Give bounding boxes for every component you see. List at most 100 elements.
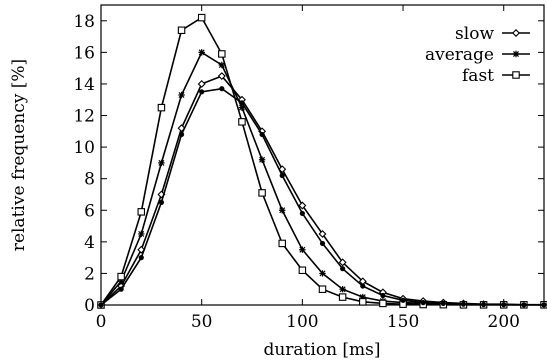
square-marker xyxy=(157,103,166,112)
dot-marker xyxy=(340,266,346,272)
square-marker xyxy=(218,50,226,58)
star-stroke xyxy=(319,270,326,277)
star-marker xyxy=(198,49,205,56)
dot-marker xyxy=(178,131,185,138)
dot-marker xyxy=(501,302,507,308)
dot-marker xyxy=(98,302,104,308)
y-tick-label: 0 xyxy=(84,296,95,316)
y-axis-label: relative frequency [%] xyxy=(9,59,29,251)
dot-marker xyxy=(541,302,547,308)
dot-marker xyxy=(239,100,245,106)
x-tick-label: 0 xyxy=(96,312,107,332)
dot-marker xyxy=(400,297,406,303)
square-marker xyxy=(379,299,387,308)
star-marker xyxy=(178,91,185,99)
star-stroke xyxy=(279,207,286,214)
dot-marker xyxy=(521,302,527,308)
star-stroke xyxy=(198,49,205,56)
series-line xyxy=(100,51,544,306)
star-stroke xyxy=(258,156,266,163)
square-marker xyxy=(318,285,327,293)
star-marker xyxy=(158,159,165,167)
star-marker xyxy=(138,230,145,238)
series-unnamed xyxy=(98,86,547,308)
star-stroke xyxy=(117,278,125,285)
dot-marker xyxy=(259,131,265,138)
star-marker xyxy=(299,246,306,253)
dot-marker xyxy=(380,292,386,299)
dot-marker xyxy=(158,199,165,205)
square-marker xyxy=(512,71,520,79)
dot-marker xyxy=(480,301,487,308)
dot-marker xyxy=(360,283,366,289)
legend-label: average xyxy=(425,45,494,65)
diamond-marker xyxy=(512,29,520,37)
y-tick-label: 10 xyxy=(73,138,95,158)
star-marker xyxy=(339,286,346,293)
x-tick-label: 200 xyxy=(488,312,520,332)
y-tick-label: 8 xyxy=(84,170,95,190)
square-marker xyxy=(278,239,286,248)
y-tick-label: 16 xyxy=(73,43,95,63)
star-stroke xyxy=(178,91,185,99)
dot-marker xyxy=(138,255,144,261)
dot-marker xyxy=(460,301,467,307)
square-marker xyxy=(298,266,307,275)
star-stroke xyxy=(238,104,246,111)
diamond-marker xyxy=(298,201,307,210)
star-marker xyxy=(359,293,366,301)
dot-marker xyxy=(219,86,225,92)
dot-marker xyxy=(440,300,446,307)
star-marker xyxy=(279,207,286,214)
x-tick-label: 50 xyxy=(191,312,213,332)
square-marker xyxy=(338,293,347,301)
diamond-marker xyxy=(338,258,347,267)
legend-label: slow xyxy=(455,24,494,44)
star-stroke xyxy=(299,246,306,253)
square-marker xyxy=(137,208,146,216)
x-axis-label: duration [ms] xyxy=(263,340,380,360)
star-marker xyxy=(512,50,520,58)
star-marker xyxy=(258,156,266,163)
star-stroke xyxy=(158,159,165,167)
y-tick-label: 18 xyxy=(73,12,95,32)
y-tick-label: 2 xyxy=(84,264,95,284)
series-average xyxy=(97,49,547,309)
legend-label: fast xyxy=(462,66,494,86)
y-tick-label: 14 xyxy=(73,75,95,95)
square-marker xyxy=(359,298,367,306)
plot-frame xyxy=(100,4,545,306)
dot-marker xyxy=(279,172,285,179)
square-marker xyxy=(258,189,266,197)
star-stroke xyxy=(218,61,226,69)
dot-marker xyxy=(118,286,124,292)
diamond-marker xyxy=(197,79,206,88)
square-marker xyxy=(117,272,125,281)
square-marker xyxy=(238,118,246,126)
diamond-marker xyxy=(217,72,226,81)
star-stroke xyxy=(339,286,346,293)
y-tick-label: 6 xyxy=(84,201,95,221)
y-tick-label: 4 xyxy=(84,233,95,253)
dot-marker xyxy=(420,300,426,306)
square-marker xyxy=(177,26,186,35)
diamond-marker xyxy=(278,165,287,174)
series-layer xyxy=(97,13,547,309)
dot-marker xyxy=(319,240,326,247)
star-marker xyxy=(218,61,226,69)
diamond-marker xyxy=(318,229,327,238)
diamond-marker xyxy=(137,245,146,254)
x-tick-label: 100 xyxy=(286,312,318,332)
dot-marker xyxy=(299,210,305,217)
star-marker xyxy=(319,270,326,277)
y-tick-label: 12 xyxy=(73,107,95,127)
star-marker xyxy=(238,104,246,111)
tick-labels: 0 50 100 150 200 0 2 4 6 8 10 12 14 16 18 xyxy=(73,12,520,332)
star-stroke xyxy=(512,50,520,58)
x-tick-label: 150 xyxy=(387,312,419,332)
dot-marker xyxy=(199,89,205,95)
square-marker xyxy=(197,13,206,22)
star-stroke xyxy=(138,230,145,238)
